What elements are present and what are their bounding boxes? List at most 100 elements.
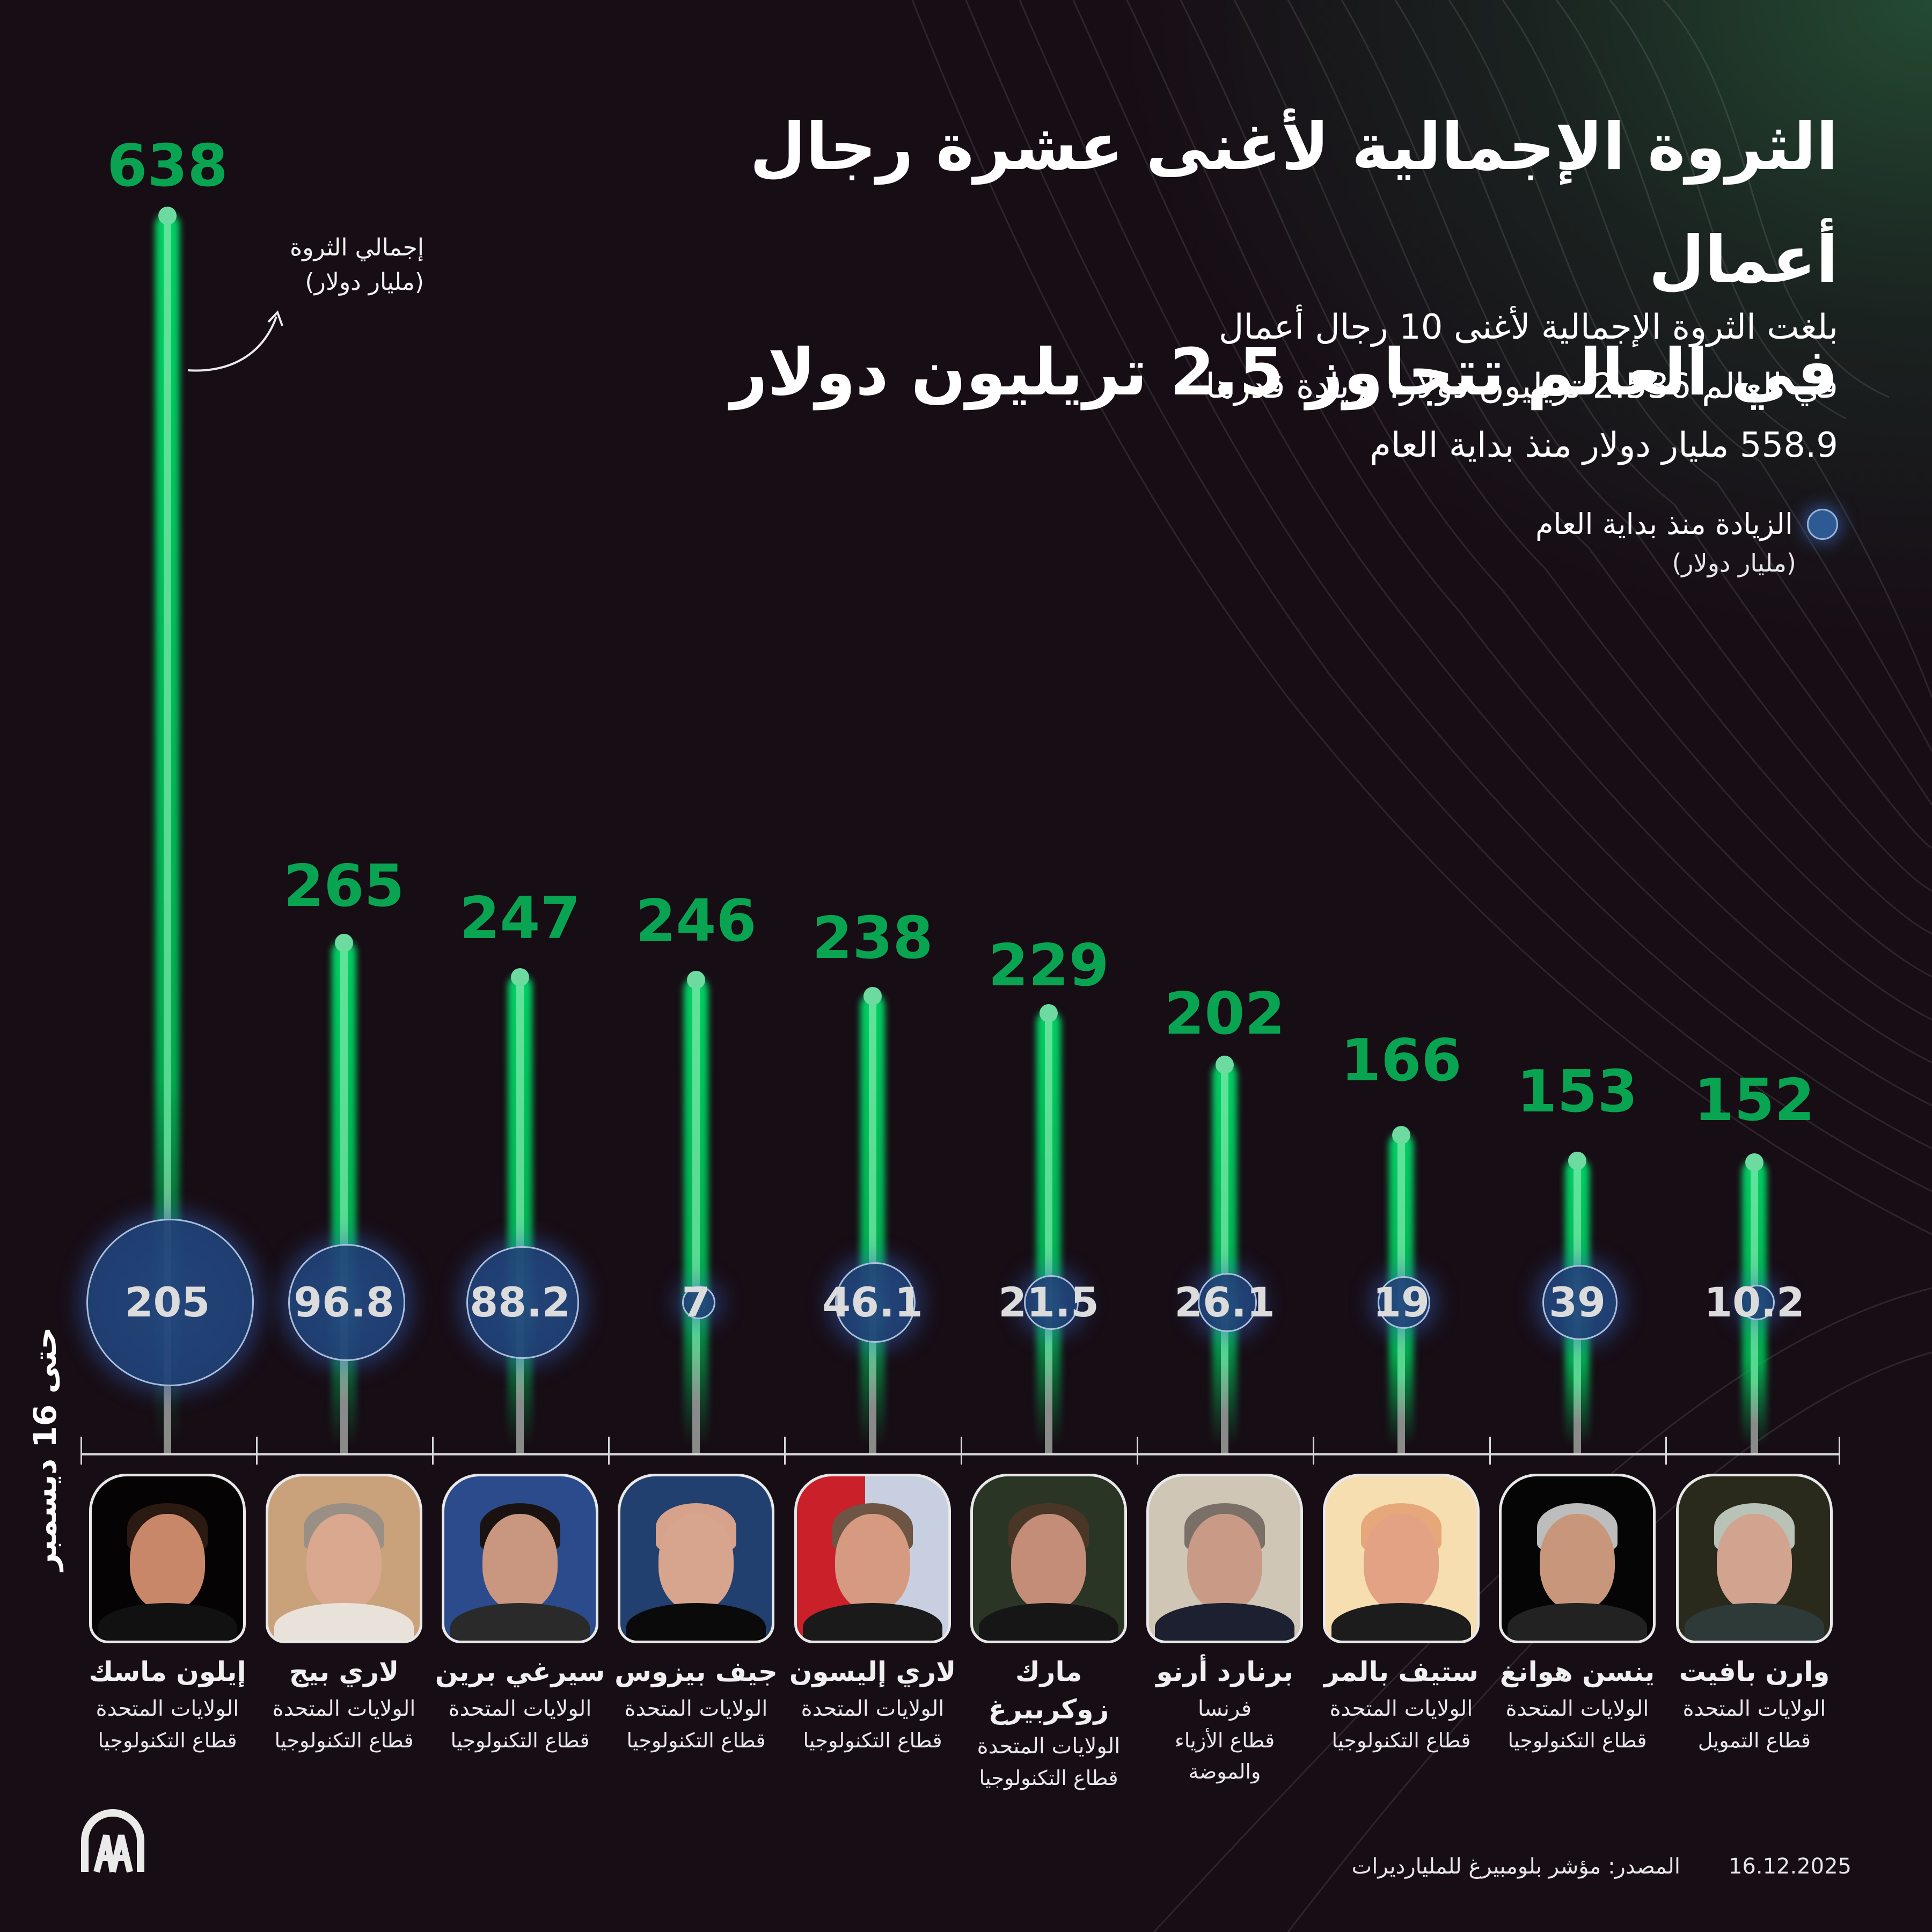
person-country: الولايات المتحدة <box>448 1696 592 1721</box>
person-sector: قطاع التكنولوجيا <box>98 1729 237 1752</box>
person-country: الولايات المتحدة <box>272 1696 416 1721</box>
bar-cap-dot <box>1392 1126 1410 1144</box>
face-shape <box>306 1514 382 1611</box>
page-title: الثروة الإجمالية لأغنى عشرة رجال أعمال ف… <box>604 91 1838 429</box>
source-label: المصدر: مؤشر بلومبيرغ للمليارديرات <box>1351 1854 1680 1879</box>
suit-shape <box>98 1603 237 1641</box>
axis-tick <box>432 1437 434 1465</box>
person-info: لاري بيج الولايات المتحدة قطاع التكنولوج… <box>258 1653 430 1756</box>
axis-tick <box>784 1437 786 1465</box>
subtitle-line-2: في العالم 2.536 تريليون دولار، بزيادة قد… <box>1205 367 1838 406</box>
bar-cap-dot <box>863 987 882 1005</box>
increase-value-label: 26.1 <box>1174 1278 1275 1326</box>
bar-stem <box>516 979 524 1453</box>
portrait-photo <box>794 1474 951 1643</box>
portrait-photo <box>1146 1474 1303 1643</box>
face-shape <box>835 1514 910 1611</box>
publish-date: 16.12.2025 <box>1728 1854 1851 1879</box>
increase-bubble <box>682 1286 715 1319</box>
person-sector: قطاع الأزياء والموضة <box>1174 1729 1275 1783</box>
portrait-photo <box>618 1474 774 1643</box>
increase-bubble <box>466 1246 579 1359</box>
person-country: الولايات المتحدة <box>1329 1696 1473 1721</box>
suit-shape <box>803 1603 942 1641</box>
subtitle-line-1: بلغت الثروة الإجمالية لأغنى 10 رجال أعما… <box>1218 308 1838 347</box>
axis-tick <box>80 1437 82 1465</box>
bar-cap-dot <box>158 207 177 225</box>
increase-bubble <box>86 1219 254 1386</box>
blue-circle-icon <box>1807 508 1838 540</box>
increase-bubble <box>1198 1273 1257 1332</box>
portrait-photo <box>970 1474 1127 1643</box>
total-value-label: 238 <box>812 905 933 972</box>
axis-tick <box>256 1437 258 1465</box>
bar-cap-dot <box>1216 1056 1234 1074</box>
person-country: الولايات المتحدة <box>801 1696 945 1721</box>
increase-value-label: 19 <box>1373 1278 1430 1326</box>
increase-value-label: 21.5 <box>998 1278 1099 1326</box>
increase-value-label: 10.2 <box>1704 1278 1805 1326</box>
face-shape <box>1364 1514 1439 1611</box>
person-country: الولايات المتحدة <box>96 1696 239 1721</box>
total-value-label: 166 <box>1341 1027 1462 1094</box>
suit-shape <box>979 1603 1118 1641</box>
increase-value-label: 39 <box>1549 1278 1606 1326</box>
title-line-1: الثروة الإجمالية لأغنى عشرة رجال أعمال <box>750 110 1838 297</box>
footer: 16.12.2025 المصدر: مؤشر بلومبيرغ للمليار… <box>1352 1854 1851 1879</box>
total-value-label: 202 <box>1164 980 1285 1048</box>
person-name: ينسن هوانغ <box>1499 1656 1655 1687</box>
person-sector: قطاع التكنولوجيا <box>450 1729 590 1752</box>
bar-stem <box>1221 1066 1228 1453</box>
bar-cap-dot <box>1040 1004 1058 1022</box>
person-info: وارن بافيت الولايات المتحدة قطاع التمويل <box>1668 1653 1840 1756</box>
axis-tick <box>1137 1437 1138 1465</box>
bar-cap-dot <box>511 968 529 986</box>
curved-arrow-icon <box>187 310 283 372</box>
person-info: إيلون ماسك الولايات المتحدة قطاع التكنول… <box>82 1653 253 1756</box>
person-info: لاري إليسون الولايات المتحدة قطاع التكنو… <box>787 1653 958 1756</box>
face-shape <box>1011 1514 1086 1611</box>
suit-shape <box>1331 1603 1471 1641</box>
date-axis-note: حتى 16 ديسمبر <box>27 1327 63 1571</box>
axis-tick <box>1665 1437 1667 1465</box>
suit-shape <box>1155 1603 1294 1641</box>
person-sector: قطاع التكنولوجيا <box>274 1729 414 1752</box>
bar-stem <box>164 217 171 1453</box>
increase-bubble <box>1739 1285 1775 1320</box>
person-sector: قطاع التمويل <box>1697 1729 1811 1752</box>
person-country: الولايات المتحدة <box>1682 1696 1826 1721</box>
person-name: لاري إليسون <box>789 1656 956 1687</box>
bar-stem <box>340 945 348 1453</box>
person-info: ينسن هوانغ الولايات المتحدة قطاع التكنول… <box>1491 1653 1663 1756</box>
increase-bubble <box>1378 1276 1430 1329</box>
person-name: ستيف بالمر <box>1324 1656 1479 1687</box>
person-name: جيف بيزوس <box>614 1656 778 1687</box>
person-sector: قطاع التكنولوجيا <box>626 1729 766 1752</box>
portrait-photo <box>1499 1474 1656 1643</box>
person-sector: قطاع التكنولوجيا <box>1331 1729 1471 1752</box>
increase-value-label: 96.8 <box>294 1278 394 1326</box>
increase-bubble <box>1024 1275 1079 1330</box>
face-shape <box>658 1514 734 1611</box>
face-shape <box>1540 1514 1615 1611</box>
person-info: مارك زوكربيرغ الولايات المتحدة قطاع التك… <box>963 1653 1135 1794</box>
face-shape <box>130 1514 205 1611</box>
total-wealth-annotation: إجمالي الثروة (مليار دولار) <box>231 231 424 299</box>
bar-cap-dot <box>687 971 705 989</box>
legend-increase-label: الزيادة منذ بداية العام <box>1535 507 1793 541</box>
bar-stem <box>1045 1015 1052 1453</box>
total-value-label: 153 <box>1517 1058 1638 1125</box>
face-shape <box>1187 1514 1262 1611</box>
increase-bubble <box>835 1262 916 1343</box>
increase-bubble <box>1542 1265 1618 1340</box>
axis-tick <box>608 1437 610 1465</box>
face-shape <box>482 1514 558 1611</box>
person-country: فرنسا <box>1197 1696 1252 1721</box>
person-name: سيرغي برين <box>435 1656 605 1687</box>
person-name: برنارد أرنو <box>1156 1656 1293 1687</box>
total-value-label: 638 <box>107 133 228 200</box>
increase-value-label: 46.1 <box>822 1278 923 1326</box>
legend-item-increase: الزيادة منذ بداية العام <box>1535 507 1838 541</box>
person-name: وارن بافيت <box>1679 1656 1830 1687</box>
